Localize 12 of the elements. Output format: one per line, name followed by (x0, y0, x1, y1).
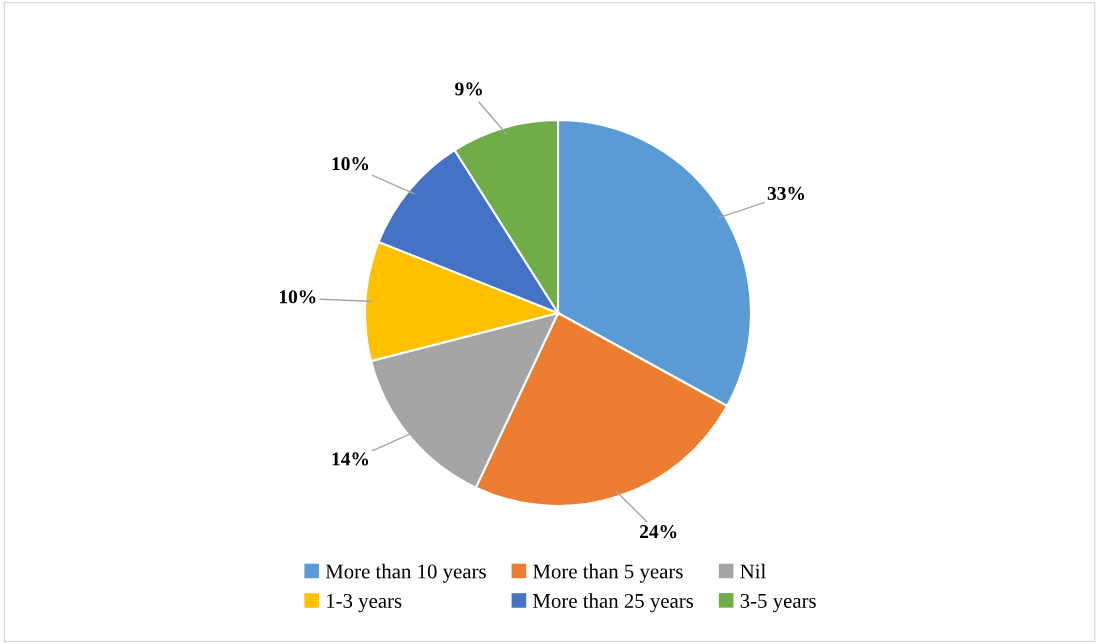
legend-label: 3-5 years (740, 593, 816, 613)
legend-label: More than 10 years (325, 563, 486, 583)
data-label: 14% (332, 452, 369, 466)
legend-label: More than 5 years (533, 563, 683, 583)
data-label: 33% (767, 186, 805, 201)
legend-label: More than 25 years (533, 593, 694, 613)
legend-label: Nil (740, 563, 766, 579)
data-label: 24% (640, 525, 677, 539)
legend-label: 1-3 years (327, 593, 402, 613)
data-label: 10% (332, 157, 369, 171)
data-label: 9% (455, 82, 482, 96)
data-label: 10% (279, 290, 316, 304)
